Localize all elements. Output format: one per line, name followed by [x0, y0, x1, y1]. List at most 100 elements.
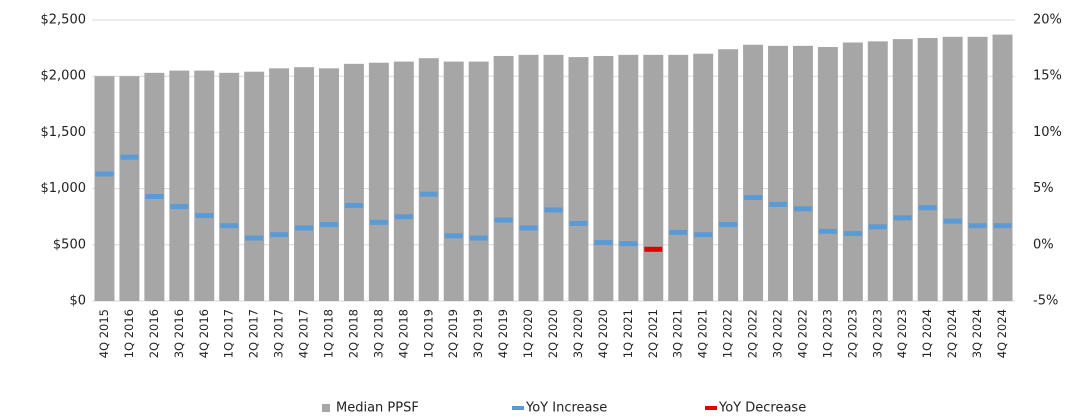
bar	[668, 54, 689, 302]
x-tick-label: 4Q 2020	[596, 309, 610, 358]
y-tick-label: $0	[69, 294, 86, 309]
x-tick-label: 1Q 2016	[122, 309, 136, 358]
bar	[468, 61, 489, 302]
legend-label: Median PPSF	[336, 401, 419, 416]
y-tick-label: $1,000	[41, 181, 87, 196]
bar	[842, 42, 863, 301]
bar	[693, 53, 714, 301]
yoy-marker	[245, 235, 264, 241]
bar	[343, 63, 364, 301]
x-tick-label: 1Q 2018	[321, 309, 335, 358]
yoy-marker	[369, 219, 388, 225]
yoy-marker	[669, 229, 688, 235]
bar	[618, 54, 639, 302]
bar	[743, 44, 764, 302]
bar	[917, 37, 938, 301]
yoy-marker	[394, 214, 413, 220]
yoy-marker	[769, 201, 787, 207]
bar	[319, 68, 339, 301]
x-tick-label: 4Q 2022	[795, 309, 809, 358]
yoy-marker	[644, 246, 663, 252]
x-tick-label: 1Q 2019	[421, 309, 435, 358]
bar	[269, 68, 290, 301]
y-tick-label: $1,500	[41, 125, 87, 140]
yoy-marker	[145, 193, 164, 199]
yoy-marker	[469, 235, 488, 241]
bar	[942, 36, 963, 302]
bar	[443, 61, 464, 302]
y-tick-label: $2,000	[41, 69, 87, 84]
x-tick-label: 4Q 2024	[995, 309, 1009, 358]
yoy-marker	[594, 240, 613, 246]
bar	[867, 41, 888, 302]
yoy-marker	[95, 171, 114, 177]
x-tick-label: 4Q 2015	[97, 309, 111, 358]
y2-tick-label: -5%	[1033, 294, 1058, 309]
yoy-marker	[719, 222, 738, 228]
bar	[219, 72, 240, 301]
x-tick-label: 2Q 2020	[546, 309, 560, 358]
legend-label: YoY Decrease	[718, 401, 806, 416]
bar	[992, 34, 1013, 301]
yoy-marker	[519, 225, 538, 231]
yoy-marker	[170, 204, 189, 210]
yoy-marker	[295, 225, 314, 231]
y2-tick-label: 5%	[1033, 181, 1054, 196]
legend-swatch	[512, 406, 524, 410]
bar	[418, 58, 439, 301]
yoy-marker	[993, 223, 1012, 229]
bar	[768, 45, 788, 301]
bar	[244, 71, 265, 301]
bar	[119, 76, 140, 301]
yoy-marker	[918, 205, 937, 211]
bar	[518, 54, 539, 302]
yoy-marker	[544, 207, 563, 213]
x-tick-label: 3Q 2023	[870, 309, 884, 358]
bar	[194, 70, 215, 301]
x-tick-label: 2Q 2023	[845, 309, 859, 358]
yoy-marker	[818, 228, 837, 234]
legend-swatch	[705, 406, 717, 410]
bar	[593, 55, 614, 301]
x-tick-label: 4Q 2023	[895, 309, 909, 358]
yoy-marker	[120, 154, 139, 160]
x-tick-label: 1Q 2023	[820, 309, 834, 358]
yoy-marker	[893, 215, 912, 221]
legend-label: YoY Increase	[525, 401, 607, 416]
bar	[643, 54, 664, 302]
x-tick-label: 2Q 2024	[945, 309, 959, 358]
x-tick-label: 4Q 2018	[396, 309, 410, 358]
x-tick-label: 2Q 2016	[147, 309, 161, 358]
yoy-marker	[793, 206, 812, 212]
yoy-marker	[320, 222, 338, 228]
yoy-marker	[943, 218, 962, 224]
yoy-marker	[494, 217, 513, 223]
yoy-marker	[619, 241, 638, 247]
x-tick-label: 4Q 2019	[496, 309, 510, 358]
x-tick-label: 4Q 2016	[197, 309, 211, 358]
bar	[817, 46, 838, 302]
bar	[967, 36, 988, 302]
y2-tick-label: 15%	[1033, 69, 1062, 84]
x-tick-label: 2Q 2018	[346, 309, 360, 358]
bar	[568, 57, 589, 302]
yoy-marker	[195, 213, 214, 219]
x-tick-label: 3Q 2017	[272, 309, 286, 358]
x-tick-label: 2Q 2017	[247, 309, 261, 358]
yoy-marker	[344, 202, 363, 208]
y2-tick-label: 0%	[1033, 237, 1054, 252]
bar	[718, 49, 739, 301]
yoy-marker	[744, 195, 763, 201]
bar	[792, 45, 813, 301]
x-tick-label: 3Q 2016	[172, 309, 186, 358]
x-tick-label: 4Q 2017	[297, 309, 311, 358]
x-tick-label: 4Q 2021	[696, 309, 710, 358]
x-tick-label: 1Q 2020	[521, 309, 535, 358]
y-tick-label: $2,500	[41, 13, 87, 28]
x-tick-label: 2Q 2019	[446, 309, 460, 358]
bar	[493, 55, 514, 301]
x-tick-label: 1Q 2024	[920, 309, 934, 358]
x-tick-label: 1Q 2022	[721, 309, 735, 358]
x-tick-label: 3Q 2019	[471, 309, 485, 358]
